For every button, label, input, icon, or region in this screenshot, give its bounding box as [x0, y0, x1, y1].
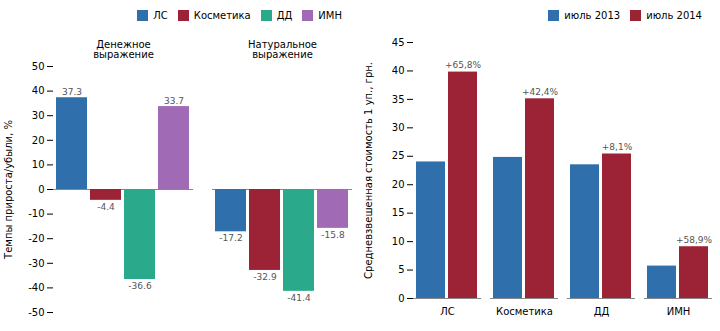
svg-text:Темпы прироста/убыли, %: Темпы прироста/убыли, % — [3, 120, 14, 260]
svg-text:+8,1%: +8,1% — [602, 142, 633, 152]
svg-text:-50: -50 — [28, 307, 44, 318]
svg-text:-10: -10 — [28, 208, 44, 219]
svg-text:40: 40 — [32, 85, 45, 96]
svg-text:45: 45 — [392, 37, 405, 48]
svg-text:+65,8%: +65,8% — [445, 60, 482, 70]
svg-text:Средневзвешенная стоимость 1 у: Средневзвешенная стоимость 1 уп., грн. — [363, 62, 374, 279]
svg-text:40: 40 — [392, 65, 405, 76]
svg-text:Натуральноевыражение: Натуральноевыражение — [248, 39, 317, 60]
svg-text:ИМН: ИМН — [667, 306, 691, 317]
svg-text:10: 10 — [392, 236, 405, 247]
svg-text:ЛС: ЛС — [440, 306, 455, 317]
svg-text:30: 30 — [392, 122, 405, 133]
svg-text:35: 35 — [392, 94, 405, 105]
svg-text:33.7: 33.7 — [164, 96, 184, 106]
svg-text:ДД: ДД — [594, 306, 610, 317]
svg-text:-20: -20 — [28, 233, 44, 244]
html-text:ЛС: ЛС — [153, 9, 168, 21]
svg-text:-40: -40 — [28, 282, 44, 293]
svg-text:15: 15 — [392, 207, 405, 218]
html-text:июль 2014: июль 2014 — [646, 9, 702, 21]
svg-text:0: 0 — [38, 184, 44, 195]
svg-text:-36.6: -36.6 — [128, 281, 152, 291]
svg-text:+58,9%: +58,9% — [676, 235, 713, 245]
svg-text:0: 0 — [398, 293, 404, 304]
svg-text:-30: -30 — [28, 258, 44, 269]
svg-text:Денежноевыражение: Денежноевыражение — [93, 39, 154, 60]
svg-text:20: 20 — [392, 179, 405, 190]
svg-text:25: 25 — [392, 150, 405, 161]
html-text:Косметика: Косметика — [193, 9, 251, 21]
html-text:ДД: ДД — [276, 9, 293, 21]
svg-text:-15.8: -15.8 — [321, 230, 345, 240]
svg-text:+42,4%: +42,4% — [522, 87, 559, 97]
html-text:ИМН: ИМН — [318, 9, 342, 21]
svg-text:-17.2: -17.2 — [219, 233, 242, 243]
svg-text:5: 5 — [398, 264, 404, 275]
html-text:июль 2013: июль 2013 — [564, 9, 621, 21]
svg-text:10: 10 — [32, 159, 45, 170]
svg-text:-41.4: -41.4 — [287, 293, 311, 303]
svg-text:50: 50 — [32, 61, 45, 72]
svg-text:37.3: 37.3 — [62, 87, 82, 97]
svg-text:-32.9: -32.9 — [253, 272, 277, 282]
svg-text:Косметика: Косметика — [496, 306, 553, 317]
svg-text:30: 30 — [32, 110, 45, 121]
svg-text:20: 20 — [32, 135, 45, 146]
svg-text:-4.4: -4.4 — [97, 202, 115, 212]
